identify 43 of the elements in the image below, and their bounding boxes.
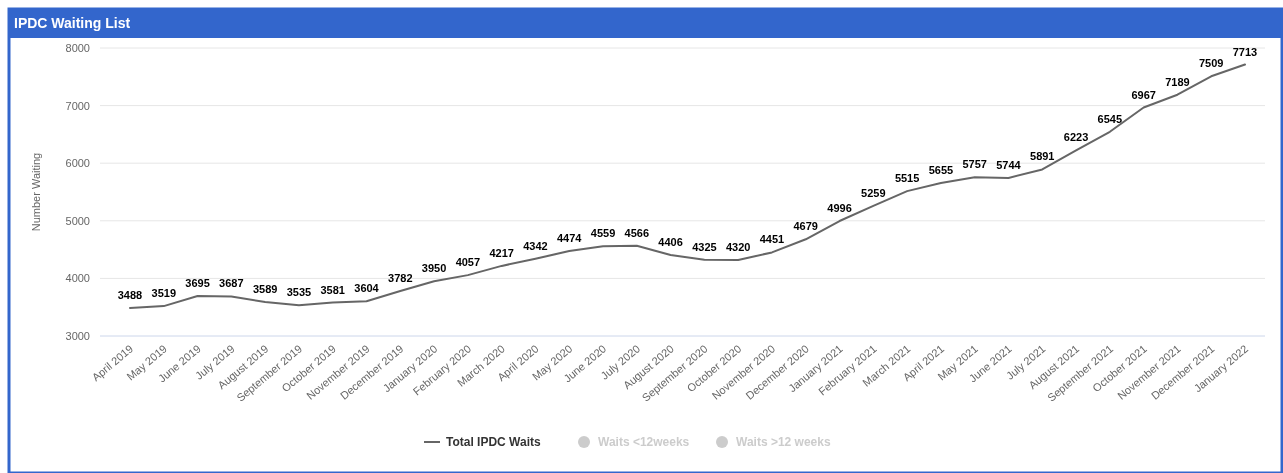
data-label: 3695 [185,276,210,289]
data-label: 6967 [1131,88,1156,101]
data-label: 4679 [793,220,818,233]
data-label: 5757 [962,158,987,171]
data-label: 6223 [1063,131,1089,144]
data-label: 3604 [354,282,380,295]
data-label: 6545 [1097,112,1123,125]
data-label: 5515 [894,172,920,185]
chart-title: IPDC Waiting List [14,15,131,31]
data-label: 3589 [252,283,278,296]
y-tick-label: 6000 [65,157,90,170]
legend-label: Total IPDC Waits [446,435,541,449]
data-label: 4320 [725,240,751,253]
data-label: 3488 [117,288,143,301]
y-tick-label: 8000 [65,42,90,54]
y-axis-title: Number Waiting [30,152,42,232]
data-label: 3950 [421,262,447,275]
data-label: 4057 [455,256,481,269]
data-label: 4474 [557,232,583,245]
data-label: 3581 [320,283,345,296]
data-label: 5259 [861,186,886,199]
data-label: 7713 [1232,45,1258,58]
data-label: 5891 [1030,150,1055,163]
data-label: 3519 [151,287,177,300]
y-tick-label: 5000 [65,214,90,227]
data-label: 3782 [388,271,413,284]
data-label: 4566 [624,226,650,239]
data-label: 4342 [523,239,548,252]
y-tick-label: 7000 [65,99,90,112]
data-label: 3687 [219,277,244,290]
data-label: 4559 [590,227,616,240]
data-label: 3535 [286,286,312,299]
data-label: 5655 [928,164,954,177]
data-label: 7189 [1165,75,1190,88]
y-tick-label: 4000 [65,272,90,285]
data-label: 4451 [759,233,785,246]
data-label: 4325 [692,240,717,253]
y-tick-label: 3000 [65,330,90,342]
data-label: 4996 [827,202,852,215]
data-label: 7509 [1198,57,1224,70]
data-label: 5744 [996,158,1022,171]
data-label: 4217 [489,246,514,259]
data-label: 4406 [658,236,683,249]
